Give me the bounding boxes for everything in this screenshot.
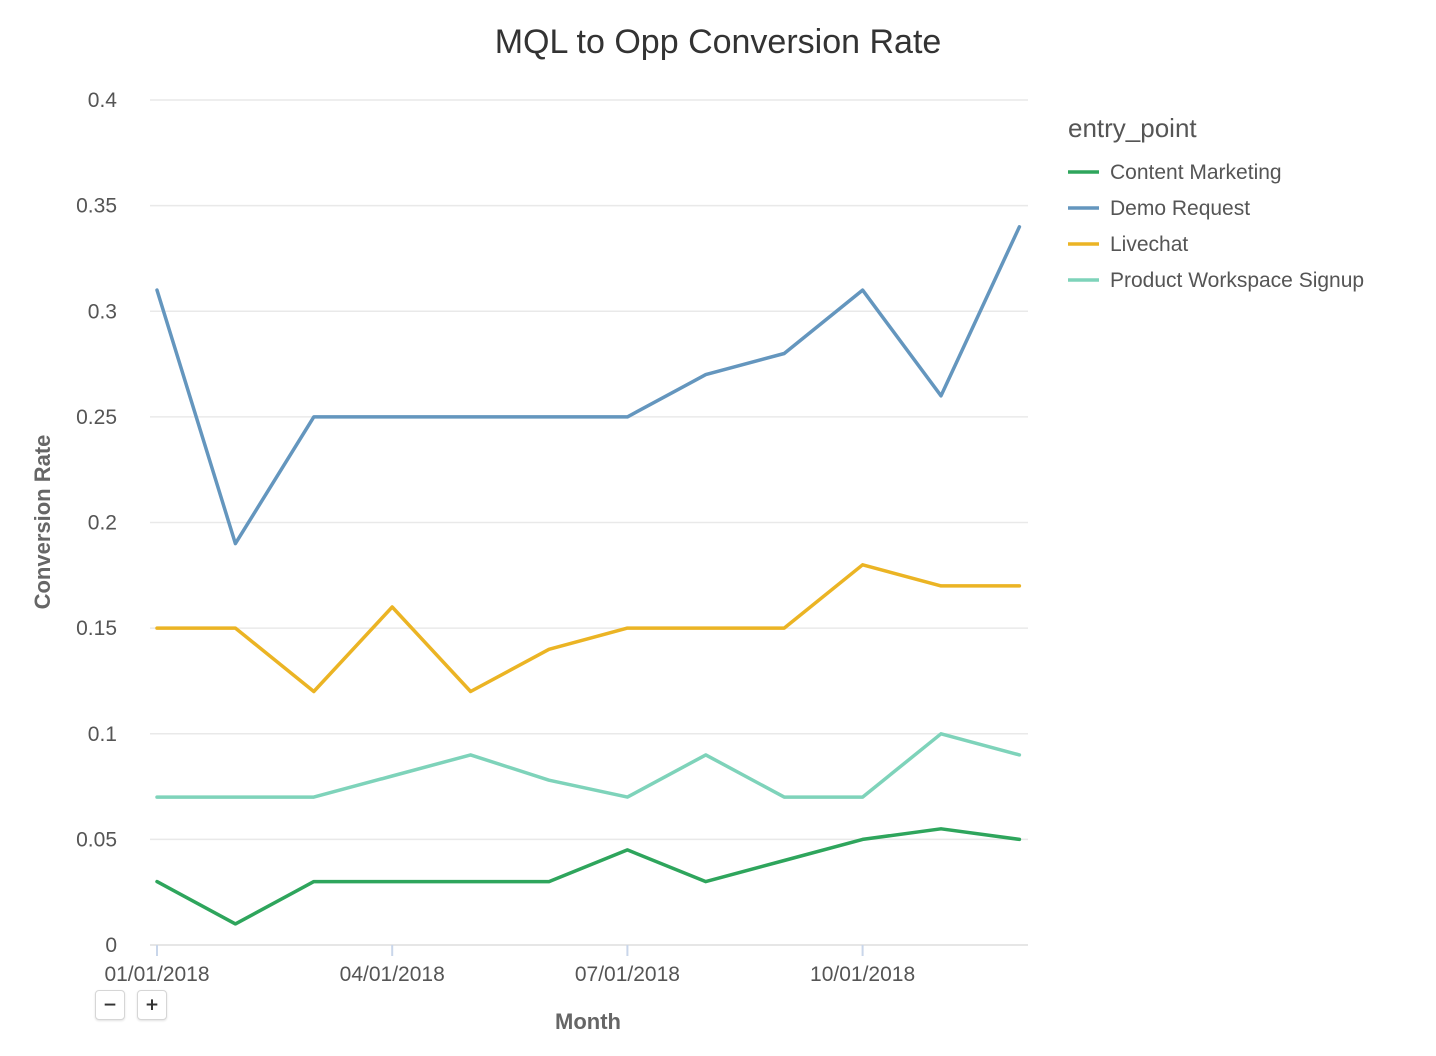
y-tick-label: 0.25 xyxy=(76,406,117,429)
y-axis-title: Conversion Rate xyxy=(30,435,55,610)
x-tick-label: 10/01/2018 xyxy=(810,963,915,986)
legend-item-label: Product Workspace Signup xyxy=(1110,269,1364,292)
y-tick-label: 0 xyxy=(105,934,117,957)
legend-item-label: Livechat xyxy=(1110,233,1188,256)
y-tick-label: 0.3 xyxy=(88,300,117,323)
series-line-livechat xyxy=(155,563,1022,694)
zoom-in-button[interactable]: + xyxy=(137,990,167,1020)
series-line-content-marketing xyxy=(155,827,1022,926)
y-tick-label: 0.15 xyxy=(76,617,117,640)
y-tick-label: 0.05 xyxy=(76,828,117,851)
gridlines xyxy=(150,99,1028,946)
legend-item-label: Demo Request xyxy=(1110,197,1250,220)
series-lines xyxy=(155,225,1022,926)
legend-title: entry_point xyxy=(1068,113,1197,143)
legend-item-label: Content Marketing xyxy=(1110,161,1282,184)
x-tick-label: 07/01/2018 xyxy=(575,963,680,986)
zoom-out-button[interactable]: − xyxy=(95,990,125,1020)
series-line-demo-request xyxy=(155,225,1022,546)
x-tick-label: 01/01/2018 xyxy=(104,963,209,986)
y-axis-ticks: 0 0.05 0.1 0.15 0.2 0.25 0.3 0.35 0.4 xyxy=(76,89,117,957)
y-tick-label: 0.35 xyxy=(76,195,117,218)
x-axis-title: Month xyxy=(555,1009,621,1034)
x-axis-ticks: 01/01/2018 04/01/2018 07/01/2018 10/01/2018 xyxy=(104,945,915,986)
legend: entry_point Content Marketing Demo Reques… xyxy=(1068,113,1364,292)
series-line-product-workspace-signup xyxy=(155,732,1022,799)
y-tick-label: 0.2 xyxy=(88,512,117,535)
chart-title: MQL to Opp Conversion Rate xyxy=(495,23,942,61)
y-tick-label: 0.1 xyxy=(88,723,117,746)
y-tick-label: 0.4 xyxy=(88,89,118,112)
x-tick-label: 04/01/2018 xyxy=(340,963,445,986)
